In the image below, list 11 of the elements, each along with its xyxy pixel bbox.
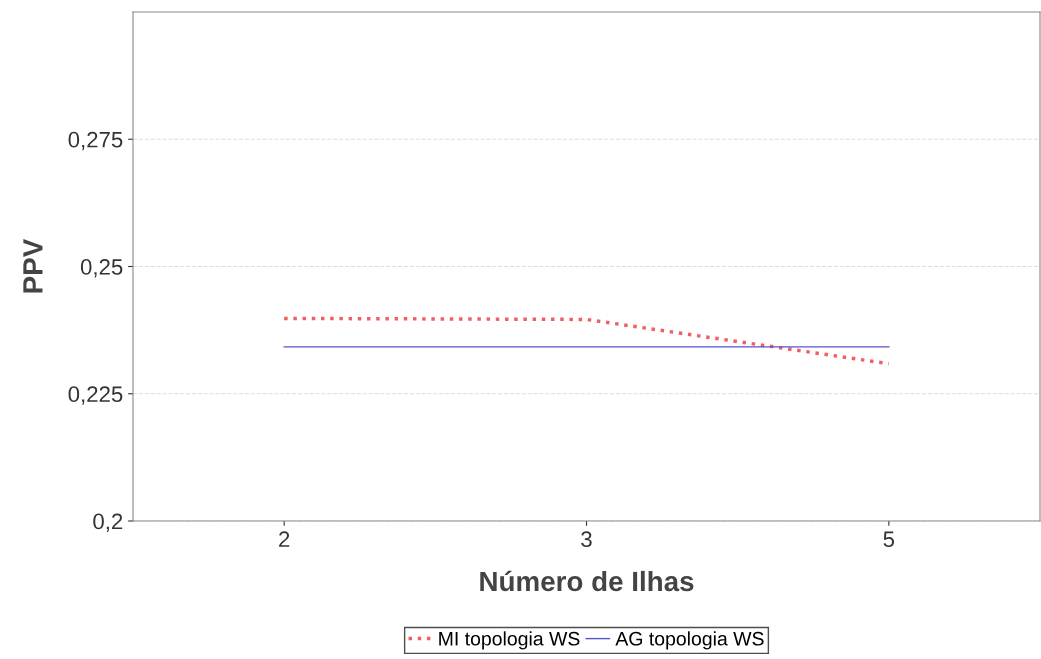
x-axis-title: Número de Ilhas [480,570,694,592]
y-tick-label: 0,275 [68,131,123,151]
legend-label: MI topologia WS [439,631,580,650]
x-tick-label: 5 [883,531,895,548]
y-axis-title: PPV [23,238,43,293]
x-tick-label: 3 [581,531,592,548]
legend-label: AG topologia WS [615,631,764,650]
x-tick-label: 2 [279,531,290,547]
y-tick-label: 0,25 [80,259,123,278]
y-tick-label: 0,225 [68,386,123,405]
y-tick-label: 0,2 [93,513,123,532]
